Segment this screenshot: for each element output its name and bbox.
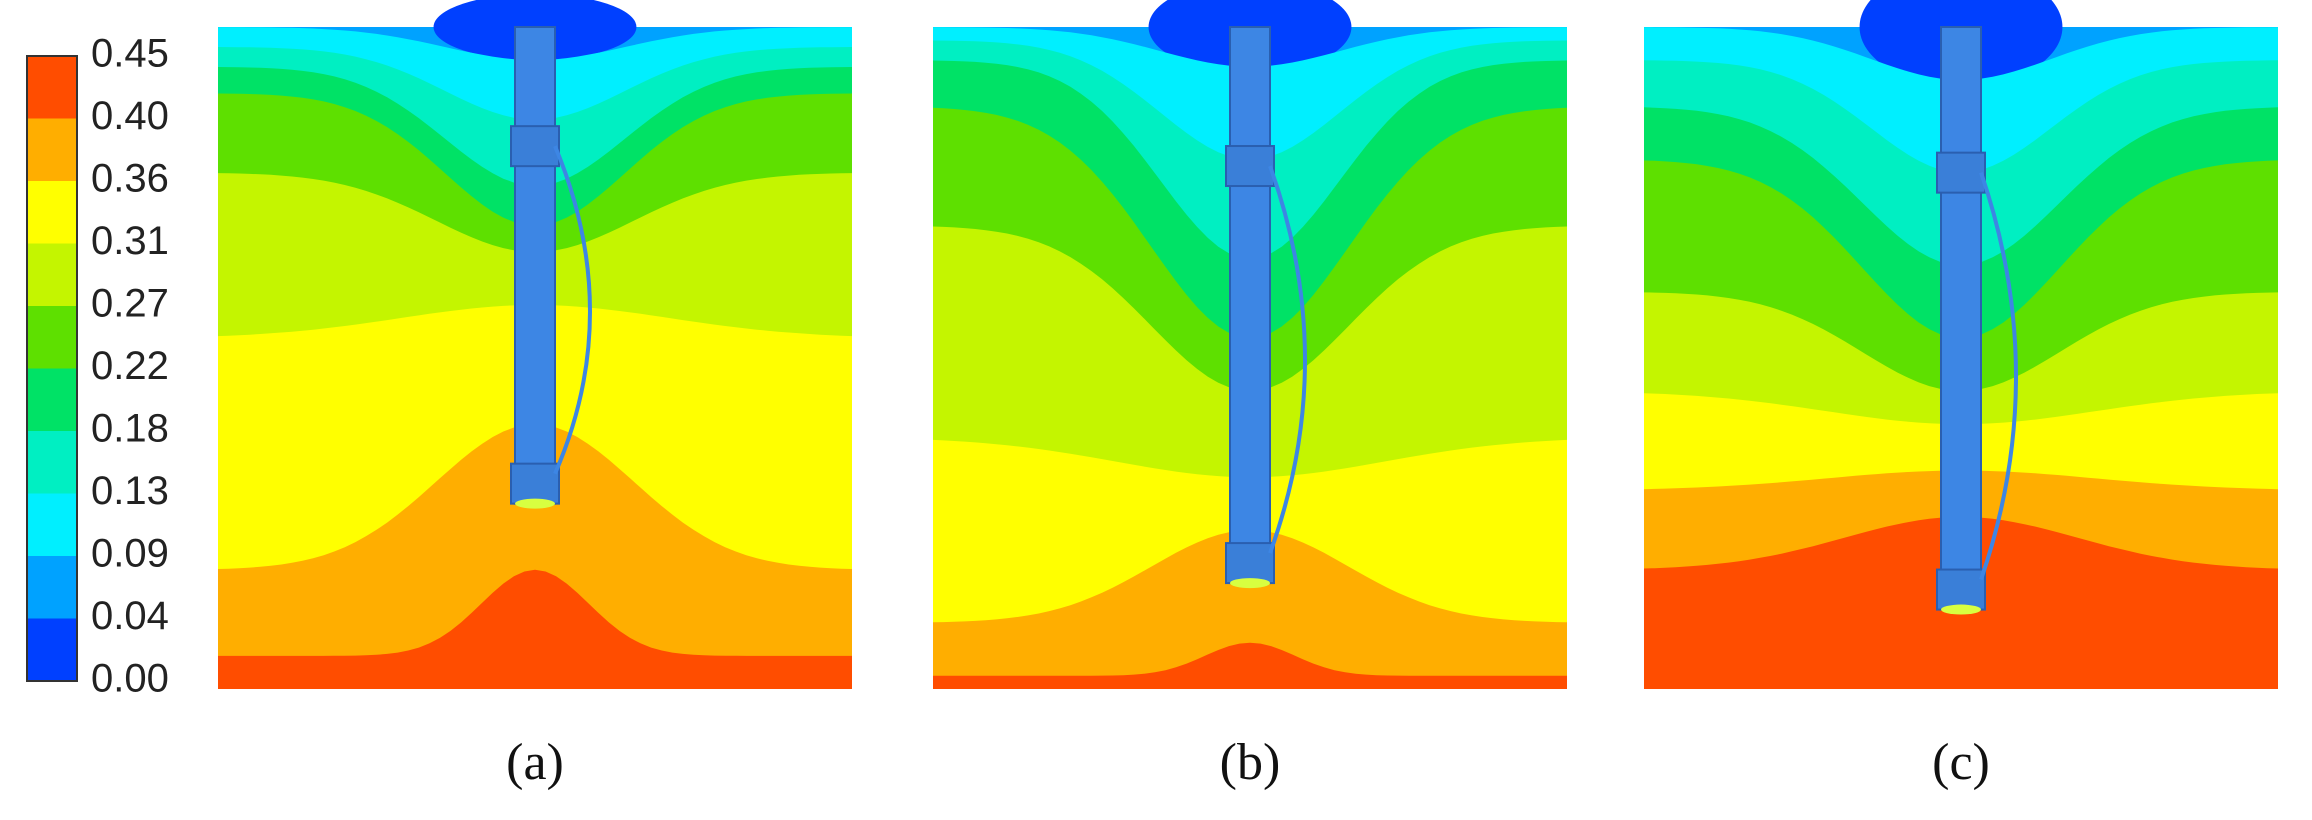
shaft: [1229, 26, 1271, 585]
colorbar-band: [27, 493, 77, 556]
hub-bottom: [1936, 568, 1986, 611]
panel-label: (c): [1932, 734, 1990, 791]
hub-top: [1936, 151, 1986, 194]
panel-label: (a): [506, 734, 564, 791]
shaft-tip: [515, 498, 555, 509]
blade: [553, 145, 592, 475]
colorbar-band: [27, 556, 77, 619]
shaft: [1940, 26, 1982, 611]
contour-band: [218, 569, 852, 689]
colorbar: 0.45 0.40 0.36 0.31 0.27 0.22 0.18 0.13 0.09 0.04…: [26, 32, 169, 701]
contour-band: [933, 642, 1567, 689]
colorbar-band: [27, 181, 77, 244]
contour-band: [218, 424, 852, 689]
colorbar-band: [27, 431, 77, 494]
blade: [1268, 165, 1307, 554]
contour-panel: [1644, 0, 2278, 690]
colorbar-tick-label: 0.09: [91, 532, 169, 576]
panel-label: (b): [1220, 734, 1281, 791]
hub-bottom: [510, 462, 560, 505]
colorbar-band: [27, 56, 77, 119]
colorbar-tick-label: 0.13: [91, 469, 169, 513]
contour-panel: [933, 0, 1567, 690]
colorbar-band: [27, 306, 77, 369]
shaft: [514, 26, 556, 505]
shaft-tip: [1941, 604, 1981, 615]
colorbar-tick-label: 0.40: [91, 94, 169, 138]
hub-top: [510, 125, 560, 168]
hub-bottom: [1225, 542, 1275, 585]
colorbar-band: [27, 243, 77, 306]
colorbar-tick-label: 0.27: [91, 282, 169, 326]
contour-band: [933, 530, 1567, 689]
hub-top: [1225, 145, 1275, 188]
colorbar-band: [27, 618, 77, 681]
colorbar-tick-label: 0.18: [91, 407, 169, 451]
colorbar-band: [27, 368, 77, 431]
shaft-tip: [1230, 578, 1270, 589]
colorbar-tick-label: 0.45: [91, 32, 169, 76]
colorbar-band: [27, 118, 77, 181]
colorbar-tick-label: 0.31: [91, 219, 169, 263]
blade: [1979, 171, 2018, 581]
colorbar-tick-label: 0.00: [91, 657, 169, 701]
colorbar-tick-label: 0.36: [91, 157, 169, 201]
colorbar-tick-label: 0.04: [91, 594, 169, 638]
colorbar-tick-label: 0.22: [91, 344, 169, 388]
colorbar-frame: [26, 55, 78, 682]
contour-panel: [218, 0, 852, 690]
